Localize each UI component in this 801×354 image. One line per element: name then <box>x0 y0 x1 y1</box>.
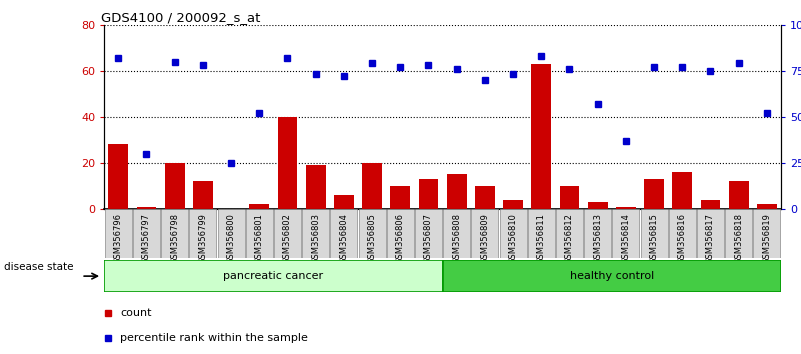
Text: GSM356813: GSM356813 <box>594 213 602 264</box>
Bar <box>447 175 466 209</box>
Bar <box>616 207 636 209</box>
Text: GSM356815: GSM356815 <box>650 213 658 264</box>
Text: count: count <box>120 308 151 318</box>
Text: disease state: disease state <box>4 262 74 272</box>
Bar <box>701 200 720 209</box>
FancyBboxPatch shape <box>442 260 781 292</box>
Bar <box>306 165 325 209</box>
FancyBboxPatch shape <box>189 209 216 258</box>
FancyBboxPatch shape <box>218 209 244 258</box>
Text: GSM356799: GSM356799 <box>199 213 207 264</box>
FancyBboxPatch shape <box>104 260 442 292</box>
Text: GSM356819: GSM356819 <box>763 213 771 264</box>
Bar <box>729 181 749 209</box>
FancyBboxPatch shape <box>500 209 526 258</box>
FancyBboxPatch shape <box>161 209 188 258</box>
Bar <box>362 163 382 209</box>
Text: GSM356812: GSM356812 <box>565 213 574 264</box>
Text: GSM356810: GSM356810 <box>509 213 517 264</box>
Text: GSM356800: GSM356800 <box>227 213 235 264</box>
Text: GSM356808: GSM356808 <box>452 213 461 264</box>
FancyBboxPatch shape <box>556 209 583 258</box>
Text: GSM356796: GSM356796 <box>114 213 123 264</box>
Text: GSM356811: GSM356811 <box>537 213 545 264</box>
FancyBboxPatch shape <box>330 209 357 258</box>
Bar <box>390 186 410 209</box>
FancyBboxPatch shape <box>697 209 724 258</box>
Text: GSM356797: GSM356797 <box>142 213 151 264</box>
Text: GSM356807: GSM356807 <box>424 213 433 264</box>
Bar <box>531 64 551 209</box>
Text: GSM356802: GSM356802 <box>283 213 292 264</box>
FancyBboxPatch shape <box>359 209 385 258</box>
FancyBboxPatch shape <box>669 209 696 258</box>
Bar <box>672 172 692 209</box>
Bar <box>108 144 128 209</box>
Bar <box>136 207 156 209</box>
FancyBboxPatch shape <box>415 209 442 258</box>
FancyBboxPatch shape <box>471 209 498 258</box>
Bar <box>503 200 523 209</box>
Bar <box>560 186 579 209</box>
FancyBboxPatch shape <box>246 209 273 258</box>
FancyBboxPatch shape <box>612 209 639 258</box>
Bar <box>165 163 184 209</box>
Text: GSM356816: GSM356816 <box>678 213 686 264</box>
Text: GSM356818: GSM356818 <box>735 213 743 264</box>
Text: GSM356814: GSM356814 <box>622 213 630 264</box>
Text: GSM356801: GSM356801 <box>255 213 264 264</box>
Bar <box>475 186 495 209</box>
Text: GSM356817: GSM356817 <box>706 213 715 264</box>
FancyBboxPatch shape <box>387 209 414 258</box>
Bar <box>249 204 269 209</box>
Text: GSM356806: GSM356806 <box>396 213 405 264</box>
Bar <box>278 117 297 209</box>
FancyBboxPatch shape <box>753 209 780 258</box>
Bar <box>644 179 664 209</box>
FancyBboxPatch shape <box>133 209 160 258</box>
Text: healthy control: healthy control <box>570 271 654 281</box>
Bar <box>588 202 607 209</box>
FancyBboxPatch shape <box>528 209 555 258</box>
Text: GSM356798: GSM356798 <box>170 213 179 264</box>
Text: GSM356803: GSM356803 <box>311 213 320 264</box>
Bar <box>757 204 777 209</box>
Text: GSM356805: GSM356805 <box>368 213 376 264</box>
Text: GSM356809: GSM356809 <box>481 213 489 264</box>
Bar <box>193 181 213 209</box>
FancyBboxPatch shape <box>641 209 667 258</box>
Text: percentile rank within the sample: percentile rank within the sample <box>120 333 308 343</box>
Text: pancreatic cancer: pancreatic cancer <box>223 271 324 281</box>
FancyBboxPatch shape <box>105 209 132 258</box>
FancyBboxPatch shape <box>274 209 301 258</box>
Text: GDS4100 / 200092_s_at: GDS4100 / 200092_s_at <box>101 11 260 24</box>
Bar <box>334 195 354 209</box>
Bar <box>419 179 438 209</box>
FancyBboxPatch shape <box>725 209 752 258</box>
FancyBboxPatch shape <box>302 209 329 258</box>
FancyBboxPatch shape <box>443 209 470 258</box>
Text: GSM356804: GSM356804 <box>340 213 348 264</box>
FancyBboxPatch shape <box>584 209 611 258</box>
